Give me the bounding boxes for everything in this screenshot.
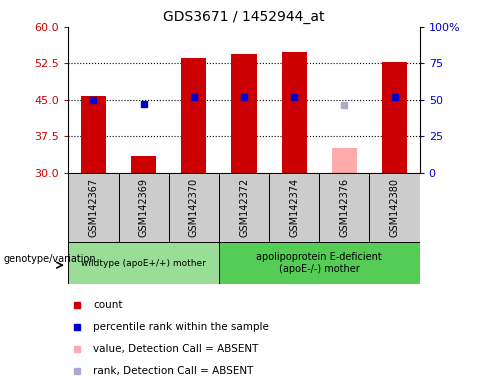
Bar	[332, 147, 357, 173]
Text: GSM142367: GSM142367	[88, 178, 99, 237]
Bar	[169, 173, 219, 242]
Bar	[269, 173, 319, 242]
Text: GSM142374: GSM142374	[289, 178, 299, 237]
Text: wildtype (apoE+/+) mother: wildtype (apoE+/+) mother	[81, 258, 206, 268]
Bar	[369, 173, 420, 242]
Text: percentile rank within the sample: percentile rank within the sample	[93, 322, 269, 332]
Bar	[219, 173, 269, 242]
Text: genotype/variation: genotype/variation	[3, 254, 96, 264]
Bar	[231, 54, 257, 173]
Text: value, Detection Call = ABSENT: value, Detection Call = ABSENT	[93, 344, 258, 354]
Text: GSM142372: GSM142372	[239, 178, 249, 237]
Bar	[219, 242, 420, 284]
Bar	[181, 58, 206, 173]
Bar	[131, 156, 156, 173]
Text: rank, Detection Call = ABSENT: rank, Detection Call = ABSENT	[93, 366, 253, 376]
Bar	[382, 62, 407, 173]
Bar	[282, 52, 307, 173]
Bar	[319, 173, 369, 242]
Bar	[81, 96, 106, 173]
Title: GDS3671 / 1452944_at: GDS3671 / 1452944_at	[163, 10, 325, 25]
Text: GSM142376: GSM142376	[339, 178, 349, 237]
Bar	[68, 242, 219, 284]
Text: count: count	[93, 300, 122, 310]
Text: GSM142369: GSM142369	[139, 178, 149, 237]
Bar	[68, 173, 119, 242]
Text: apolipoprotein E-deficient
(apoE-/-) mother: apolipoprotein E-deficient (apoE-/-) mot…	[256, 252, 382, 274]
Bar	[119, 173, 169, 242]
Text: GSM142370: GSM142370	[189, 178, 199, 237]
Text: GSM142380: GSM142380	[389, 178, 400, 237]
